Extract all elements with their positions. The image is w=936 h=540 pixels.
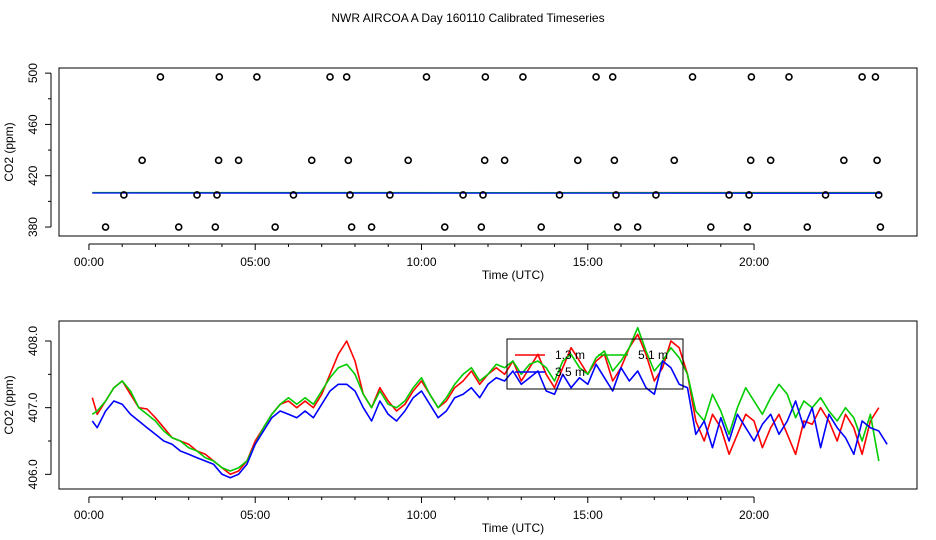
panel1-data-point bbox=[500, 156, 509, 165]
panel2-frame bbox=[58, 320, 918, 490]
panel2-legend-label: 1.3 m bbox=[555, 348, 585, 362]
panel1-data-point bbox=[234, 156, 243, 165]
panel1-data-point bbox=[725, 191, 733, 199]
panel1-y-axis-title: CO2 (ppm) bbox=[2, 122, 16, 181]
panel1-data-point bbox=[342, 73, 351, 81]
panel1-data-point bbox=[743, 223, 752, 231]
panel1-data-point bbox=[613, 223, 622, 231]
panel1-y-tick-label: 420 bbox=[26, 165, 40, 185]
panel2-legend-box bbox=[506, 338, 684, 390]
panel1-data-point bbox=[747, 73, 756, 81]
panel1-data-point bbox=[608, 73, 617, 81]
panel1-data-point bbox=[347, 223, 356, 231]
panel1-data-point bbox=[821, 191, 830, 199]
panel1-data-point bbox=[307, 156, 316, 165]
panel1-data-point bbox=[612, 191, 620, 199]
panel1-data-point bbox=[670, 156, 679, 165]
panel1-x-tick-label: 05:00 bbox=[240, 255, 270, 269]
panel1-data-point bbox=[840, 156, 848, 165]
panel1-data-point bbox=[477, 223, 486, 231]
panel2-y-tick-label: 406.0 bbox=[26, 459, 40, 489]
panel2-y-tick-label: 408.0 bbox=[26, 326, 40, 356]
panel1-data-point bbox=[193, 191, 201, 199]
panel1-data-point bbox=[555, 191, 564, 199]
panel2-legend-label: 3.5 m bbox=[555, 365, 585, 379]
panel1-frame bbox=[58, 67, 918, 237]
panel1-data-point bbox=[386, 191, 394, 199]
panel1-data-point bbox=[573, 156, 582, 165]
panel1-data-point bbox=[745, 191, 753, 199]
panel1-data-point bbox=[537, 223, 546, 231]
panel1-x-tick-label: 20:00 bbox=[739, 255, 769, 269]
panel2-y-axis-title: CO2 (ppm) bbox=[2, 375, 16, 434]
panel1-x-tick-label: 00:00 bbox=[74, 255, 104, 269]
panel2-legend-label: 5.1 m bbox=[638, 348, 668, 362]
panel1-data-point bbox=[120, 191, 128, 199]
panel1-data-point bbox=[253, 73, 261, 81]
panel1-data-point bbox=[746, 156, 755, 165]
panel1-data-point bbox=[481, 73, 490, 81]
panel2-x-tick-label: 20:00 bbox=[739, 508, 769, 522]
panel2-series-3-5-m bbox=[91, 360, 888, 479]
panel1-data-point bbox=[652, 191, 660, 199]
panel2-series-1-3-m bbox=[91, 333, 880, 476]
panel1-y-tick-label: 380 bbox=[26, 217, 40, 237]
panel1-data-point bbox=[346, 191, 354, 199]
panel2-series-5-1-m bbox=[91, 326, 880, 472]
panel1-data-point bbox=[873, 156, 881, 165]
panel1-data-point bbox=[519, 73, 527, 81]
panel1-data-point bbox=[101, 223, 110, 231]
panel2-y-tick-label: 407.0 bbox=[26, 392, 40, 422]
panel1-data-point bbox=[214, 156, 223, 165]
panel1-data-point bbox=[459, 191, 467, 199]
panel1-data-point bbox=[479, 191, 487, 199]
panel1-data-point bbox=[707, 223, 715, 231]
panel2-x-axis-title: Time (UTC) bbox=[482, 521, 544, 535]
panel2-x-tick-label: 10:00 bbox=[406, 508, 436, 522]
panel1-data-point bbox=[440, 223, 449, 231]
panel2-x-tick-label: 00:00 bbox=[74, 508, 104, 522]
panel1-data-point bbox=[858, 73, 866, 81]
panel1-data-point bbox=[138, 156, 146, 165]
panel1-data-point bbox=[211, 223, 220, 231]
panel1-data-point bbox=[422, 73, 431, 81]
panel1-data-point bbox=[610, 156, 619, 165]
panel1-data-point bbox=[592, 73, 600, 81]
panel2-x-tick-label: 05:00 bbox=[240, 508, 270, 522]
panel1-data-point bbox=[688, 73, 697, 81]
panel1-data-point bbox=[766, 156, 775, 165]
panel1-x-tick-label: 10:00 bbox=[406, 255, 436, 269]
panel1-data-point bbox=[785, 73, 793, 81]
panel1-data-point bbox=[344, 156, 353, 165]
panel1-data-point bbox=[876, 223, 885, 231]
panel1-data-point bbox=[480, 156, 489, 165]
panel1-y-tick-label: 460 bbox=[26, 114, 40, 134]
chart-title: NWR AIRCOA A Day 160110 Calibrated Times… bbox=[331, 11, 604, 25]
panel1-data-point bbox=[174, 223, 183, 231]
panel1-data-point bbox=[367, 223, 376, 231]
panel1-y-tick-label: 500 bbox=[26, 63, 40, 83]
panel1-data-point bbox=[289, 191, 298, 199]
panel1-data-point bbox=[156, 73, 165, 81]
panel1-data-point bbox=[326, 73, 334, 81]
panel2-x-tick-label: 15:00 bbox=[573, 508, 603, 522]
panel1-x-tick-label: 15:00 bbox=[573, 255, 603, 269]
panel1-data-point bbox=[871, 73, 880, 81]
panel1-data-point bbox=[271, 223, 279, 231]
panel1-data-point bbox=[404, 156, 412, 165]
panel1-data-point bbox=[803, 223, 812, 231]
panel1-data-point bbox=[215, 73, 224, 81]
panel1-x-axis-title: Time (UTC) bbox=[482, 268, 544, 282]
panel1-data-point bbox=[874, 191, 883, 199]
panel1-data-point bbox=[213, 191, 221, 199]
panel1-data-point bbox=[633, 223, 642, 231]
